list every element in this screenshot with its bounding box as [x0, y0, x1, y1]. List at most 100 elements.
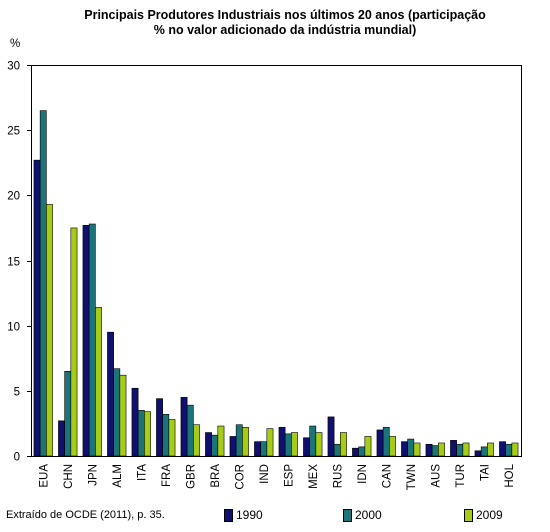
legend-swatch-2009 [464, 508, 473, 522]
y-tick-label-30: 30 [7, 61, 20, 73]
legend-label-1990: 1990 [236, 508, 263, 522]
bar-eua-2009 [46, 204, 53, 457]
legend-label-2009: 2009 [476, 508, 503, 522]
x-tick-label-ita: ITA [136, 464, 148, 481]
bar-cor-1990 [229, 436, 237, 457]
y-axis-label: % [10, 38, 20, 50]
bar-gbr-2009 [193, 424, 200, 457]
bar-cor-2000 [235, 424, 243, 457]
bar-mex-1990 [303, 437, 310, 457]
bar-fra-1990 [156, 398, 163, 457]
x-tick-label-alm: ALM [112, 464, 124, 488]
bar-can-2009 [389, 436, 396, 457]
x-tick-label-jpn: JPN [87, 464, 99, 486]
chart-title-line-2: % no valor adicionado da indústria mundi… [153, 23, 417, 37]
chart-title: Principais Produtores Industriais nos úl… [20, 8, 550, 38]
bar-mex-2000 [309, 425, 317, 457]
x-tick-label-fra: FRA [161, 464, 173, 487]
x-tick-label-aus: AUS [430, 464, 442, 488]
bar-idn-2000 [358, 446, 366, 457]
bar-esp-2009 [291, 432, 298, 457]
bar-tur-2009 [462, 442, 470, 457]
legend-item-1990: 1990 [224, 508, 263, 522]
bar-ind-2000 [260, 441, 268, 457]
x-tick-label-twn: TWN [406, 464, 418, 490]
bar-fra-2009 [168, 419, 176, 457]
bar-aus-2000 [431, 445, 439, 457]
bar-jpn-2000 [88, 223, 96, 457]
y-tick-label-25: 25 [7, 126, 20, 138]
bar-chn-2000 [64, 370, 72, 457]
bar-chn-1990 [58, 420, 65, 457]
bar-ind-2009 [266, 428, 274, 457]
x-tick-label-chn: CHN [63, 464, 75, 489]
x-tick-label-rus: RUS [332, 464, 344, 489]
bar-twn-1990 [401, 441, 408, 457]
bar-gbr-1990 [180, 397, 188, 457]
bar-bra-2000 [211, 434, 219, 457]
bar-jpn-1990 [82, 225, 90, 457]
bar-esp-1990 [278, 427, 286, 457]
x-tick-label-tai: TAI [479, 464, 491, 481]
legend-swatch-1990 [224, 508, 233, 522]
y-tick-label-15: 15 [7, 257, 20, 269]
y-tick-label-5: 5 [14, 387, 20, 399]
x-tick-label-tur: TUR [455, 464, 467, 488]
x-tick-label-gbr: GBR [185, 464, 197, 489]
plot-frame [31, 65, 522, 457]
bar-can-1990 [376, 429, 384, 457]
bar-aus-2009 [438, 442, 445, 457]
bar-hol-2009 [511, 442, 519, 457]
x-tick-label-can: CAN [381, 464, 393, 488]
bar-tai-1990 [474, 450, 482, 457]
bar-ita-2009 [144, 411, 151, 457]
bar-jpn-2009 [95, 307, 102, 457]
bar-alm-1990 [107, 331, 114, 457]
bar-hol-1990 [499, 441, 506, 457]
x-tick-label-eua: EUA [38, 464, 50, 488]
bar-eua-1990 [33, 159, 41, 457]
bar-esp-2000 [284, 433, 292, 457]
bar-aus-1990 [425, 443, 433, 457]
bar-mex-2009 [315, 432, 323, 457]
x-tick-label-idn: IDN [357, 464, 369, 484]
y-tick-label-0: 0 [14, 452, 20, 464]
bar-idn-2009 [364, 436, 372, 457]
bar-rus-1990 [327, 416, 335, 457]
x-tick-label-cor: COR [234, 464, 246, 490]
bar-alm-2000 [113, 368, 121, 457]
source-note: Extraído de OCDE (2011), p. 35. [6, 509, 165, 521]
bar-idn-1990 [352, 447, 359, 457]
bar-chn-2009 [70, 227, 78, 457]
legend-label-2000: 2000 [355, 508, 382, 522]
bar-hol-2000 [505, 443, 513, 457]
bar-tur-2000 [456, 443, 464, 457]
bar-bra-2009 [217, 425, 225, 457]
bar-tai-2009 [487, 442, 494, 457]
bar-alm-2009 [119, 374, 127, 457]
legend-item-2009: 2009 [464, 508, 503, 522]
bar-twn-2009 [413, 442, 421, 457]
bar-twn-2000 [407, 438, 415, 457]
bar-ind-1990 [254, 441, 261, 457]
x-tick-label-esp: ESP [283, 464, 295, 487]
bar-cor-2009 [242, 427, 249, 457]
bar-bra-1990 [205, 432, 212, 457]
bar-ita-1990 [131, 387, 139, 457]
x-tick-label-hol: HOL [504, 463, 516, 487]
y-tick-label-20: 20 [7, 191, 20, 203]
legend-item-2000: 2000 [343, 508, 382, 522]
legend-swatch-2000 [343, 508, 352, 522]
x-tick-label-ind: IND [259, 464, 271, 484]
bar-gbr-2000 [186, 404, 194, 457]
x-tick-label-bra: BRA [210, 464, 222, 488]
x-tick-label-mex: MEX [308, 464, 320, 489]
bar-rus-2000 [333, 443, 341, 457]
chart-title-line-1: Principais Produtores Industriais nos úl… [84, 8, 486, 22]
bar-can-2000 [382, 427, 390, 457]
bar-rus-2009 [340, 432, 347, 457]
bar-ita-2000 [137, 410, 145, 457]
y-tick-label-10: 10 [7, 322, 20, 334]
bar-eua-2000 [39, 110, 47, 457]
